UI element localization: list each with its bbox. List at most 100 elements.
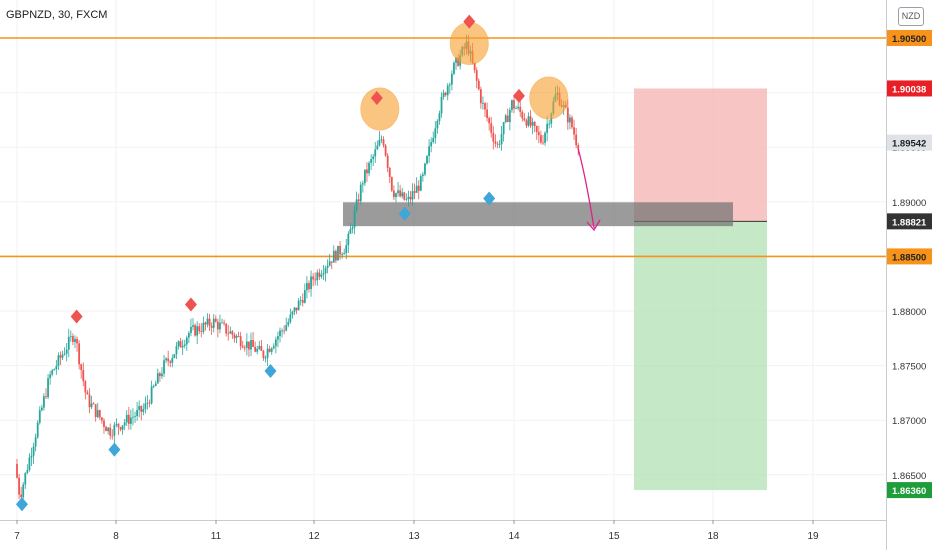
- candle-body: [359, 184, 362, 202]
- top-marker-icon: [370, 91, 383, 106]
- candle-body: [440, 97, 443, 114]
- price-tag: [887, 482, 932, 499]
- price-tick-label: 1.87000: [892, 416, 926, 427]
- candle-body: [506, 115, 509, 123]
- pattern-circle: [529, 76, 569, 120]
- price-axis[interactable]: 1.86500 1.87000 1.87500 1.88000 1.88500 1.890…: [886, 0, 932, 550]
- time-tick-label: 15: [608, 531, 620, 542]
- candle-body: [419, 176, 422, 191]
- candle-body: [117, 423, 120, 428]
- candle-body: [38, 410, 41, 423]
- candle-body: [270, 348, 273, 352]
- candle-body: [169, 361, 172, 363]
- candle-body: [382, 139, 385, 146]
- candle-body: [403, 192, 406, 200]
- candle-body: [432, 137, 435, 143]
- candle-body: [380, 139, 383, 141]
- candle-body: [409, 196, 412, 200]
- candle-body: [484, 103, 486, 110]
- candle-body: [486, 109, 488, 119]
- candle-body: [577, 145, 580, 149]
- down-arrow: [577, 147, 595, 229]
- bottom-marker-icon: [483, 191, 496, 206]
- candle-body: [123, 422, 126, 426]
- candle-body: [374, 149, 377, 157]
- candle-body: [525, 120, 528, 126]
- candle-body: [146, 402, 149, 404]
- candle-body: [80, 364, 83, 371]
- candle-body: [148, 402, 151, 404]
- candle-body: [192, 325, 194, 327]
- candle-body: [18, 477, 20, 495]
- price-tag: [887, 213, 932, 230]
- candle-body: [453, 62, 455, 74]
- candle-body: [65, 349, 68, 354]
- candle-body: [424, 163, 426, 175]
- candle-body: [312, 276, 315, 280]
- candle-body: [569, 117, 571, 123]
- candle-body: [397, 190, 399, 194]
- candle-body: [262, 350, 265, 359]
- candle-body: [455, 57, 457, 63]
- candle-body: [368, 162, 370, 174]
- candle-body: [96, 410, 99, 418]
- candle-body: [546, 123, 549, 133]
- candle-body: [347, 233, 350, 246]
- candle-body: [61, 354, 64, 358]
- candle-body: [250, 340, 252, 350]
- candle-body: [523, 118, 526, 121]
- candle-body: [318, 272, 321, 277]
- pattern-circle: [449, 21, 489, 65]
- candle-body: [76, 338, 78, 344]
- pattern-circle: [360, 87, 400, 131]
- candle-body: [256, 348, 259, 352]
- candle-body: [426, 156, 428, 164]
- time-axis[interactable]: 7 8 11 12 13 14 15 18 19: [0, 520, 886, 542]
- candle-body: [274, 339, 277, 347]
- candle-body: [392, 190, 395, 198]
- candle-body: [434, 128, 437, 138]
- candle-body: [53, 369, 56, 371]
- candle-body: [496, 143, 499, 145]
- candle-body: [291, 311, 294, 315]
- candle-body: [533, 121, 536, 126]
- candle-body: [264, 357, 267, 359]
- candle-body: [351, 227, 354, 229]
- candle-body: [219, 322, 221, 330]
- price-tag-label: 1.89542: [892, 139, 926, 150]
- price-tick-label: 1.86500: [892, 471, 926, 482]
- candle-body: [245, 341, 248, 348]
- candle-body: [208, 318, 211, 326]
- candle-body: [299, 300, 302, 301]
- candle-body: [355, 199, 358, 211]
- candle-body: [343, 252, 346, 255]
- candle-body: [531, 121, 534, 126]
- candle-body: [287, 321, 290, 326]
- candle-body: [40, 407, 43, 411]
- candle-body: [239, 336, 242, 347]
- candle-body: [390, 177, 393, 191]
- candle-body: [297, 300, 300, 311]
- candle-body: [86, 392, 89, 395]
- candle-body: [353, 210, 356, 228]
- candle-body: [295, 307, 298, 311]
- candle-body: [283, 330, 286, 332]
- candle-body: [479, 89, 482, 104]
- candle-body: [504, 115, 507, 123]
- candle-body: [92, 403, 95, 405]
- candle-body: [378, 139, 381, 146]
- candle-body: [544, 132, 546, 143]
- support-zone: [343, 202, 733, 227]
- candle-body: [521, 112, 524, 119]
- candle-body: [109, 427, 112, 436]
- candle-body: [320, 274, 323, 277]
- candle-body: [101, 417, 103, 421]
- candle-body: [59, 355, 62, 358]
- time-tick-label: 11: [211, 531, 222, 542]
- candle-body: [324, 267, 327, 274]
- candle-body: [237, 336, 240, 337]
- currency-button[interactable]: NZD: [898, 7, 924, 26]
- candle-body: [571, 117, 573, 128]
- candle-body: [542, 142, 544, 144]
